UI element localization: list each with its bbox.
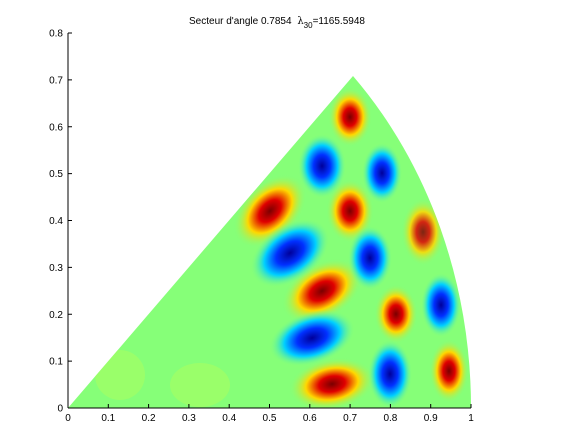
field-lobe <box>288 357 376 408</box>
y-tick-label: 0.2 <box>49 310 63 321</box>
y-tick-label: 0.4 <box>49 216 63 227</box>
x-tick-label: 0.3 <box>182 413 196 424</box>
field-lobe <box>298 134 346 198</box>
field-lobe <box>95 350 145 400</box>
x-tick-label: 0.2 <box>142 413 156 424</box>
title-value: =1165.5948 <box>313 16 366 27</box>
x-tick-label: 0.7 <box>343 413 357 424</box>
y-tick-label: 0.1 <box>49 357 63 368</box>
x-tick-label: 0.4 <box>222 413 236 424</box>
field-lobe <box>269 309 355 367</box>
field-lobe <box>328 87 372 147</box>
x-tick-label: 0 <box>65 413 71 424</box>
x-tick-label: 0.6 <box>303 413 317 424</box>
x-tick-label: 0.5 <box>263 413 277 424</box>
field-lobe <box>170 363 230 407</box>
y-tick-label: 0.7 <box>49 75 63 86</box>
field-lobe <box>326 179 374 243</box>
y-tick-label: 0.6 <box>49 122 63 133</box>
y-tick-label: 0.3 <box>49 263 63 274</box>
x-tick-label: 0.9 <box>424 413 438 424</box>
field-lobe <box>250 218 330 288</box>
field-lobe <box>368 340 412 408</box>
field-lobe <box>348 226 392 290</box>
title-symbol: λ <box>297 16 304 27</box>
field-lobe <box>374 284 418 344</box>
x-tick-label: 1 <box>468 413 474 424</box>
title-subscript: 30 <box>304 21 313 30</box>
y-tick-label: 0.8 <box>49 29 63 40</box>
title-text: Secteur d'angle 0.7854 <box>189 16 292 27</box>
y-tick-label: 0 <box>57 404 63 415</box>
x-tick-label: 0.1 <box>101 413 115 424</box>
y-tick-label: 0.5 <box>49 169 63 180</box>
field-lobe <box>401 198 445 266</box>
field-lobe <box>362 143 402 203</box>
field-lobe <box>429 339 469 403</box>
chart-title: Secteur d'angle 0.7854 λ30=1165.5948 <box>189 16 365 30</box>
field-lobe <box>421 273 461 337</box>
x-tick-label: 0.8 <box>383 413 397 424</box>
field <box>68 76 472 408</box>
